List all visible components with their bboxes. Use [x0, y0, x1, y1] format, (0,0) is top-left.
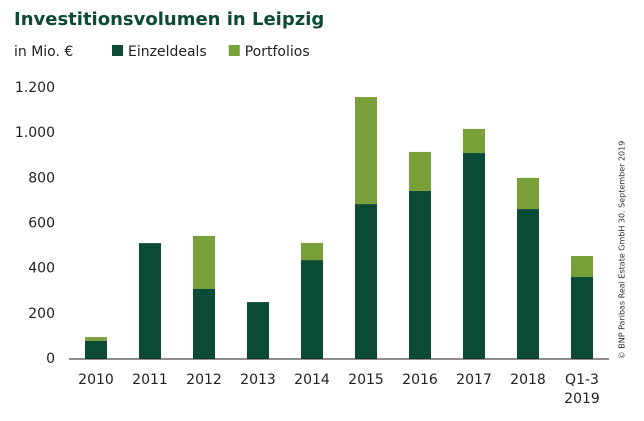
x-tick-label: 2010 [78, 372, 114, 388]
bar-segment [409, 151, 431, 191]
y-tick-label: 400 [28, 261, 55, 277]
y-tick-label: 1.200 [15, 80, 55, 96]
legend-swatch [228, 45, 240, 56]
y-tick-label: 800 [28, 170, 55, 186]
x-tick-label: 2014 [294, 372, 330, 388]
bar-segment [193, 235, 215, 289]
legend-label: Einzeldeals [128, 44, 207, 60]
x-tick-label: 2018 [510, 372, 546, 388]
bar-segment [571, 256, 593, 278]
bar-segment [85, 340, 107, 359]
subtitle: in Mio. € [14, 44, 73, 60]
chart-title: Investitionsvolumen in Leipzig [14, 9, 324, 30]
x-tick-label: 2012 [186, 372, 222, 388]
y-tick-label: 200 [28, 306, 55, 322]
x-tick-label: 2017 [456, 372, 492, 388]
bar-segment [301, 242, 323, 261]
x-tick-label: Q1-3 2019 [564, 372, 600, 407]
x-tick-label: 2016 [402, 372, 438, 388]
x-tick-label: 2015 [348, 372, 384, 388]
bar-segment [463, 153, 485, 359]
bar-segment [85, 337, 107, 341]
bar-segment [409, 190, 431, 359]
x-tick-label: 2013 [240, 372, 276, 388]
y-tick-label: 1.000 [15, 125, 55, 141]
bar-segment [139, 243, 161, 359]
y-tick-label: 0 [46, 351, 55, 367]
bar-segment [301, 260, 323, 359]
bar-segment [517, 209, 539, 359]
y-tick-label: 600 [28, 216, 55, 232]
bar-segment [463, 128, 485, 154]
bar-segment [355, 97, 377, 205]
bar-segment [355, 204, 377, 359]
x-tick-label: 2011 [132, 372, 168, 388]
bar-segment [571, 277, 593, 359]
source-note: © BNP Paribas Real Estate GmbH 30. Septe… [618, 141, 627, 360]
bar-segment [193, 288, 215, 359]
legend-label: Portfolios [245, 44, 310, 60]
legend-swatch [112, 45, 123, 56]
bar-segment [247, 302, 269, 359]
bar-segment [517, 177, 539, 210]
